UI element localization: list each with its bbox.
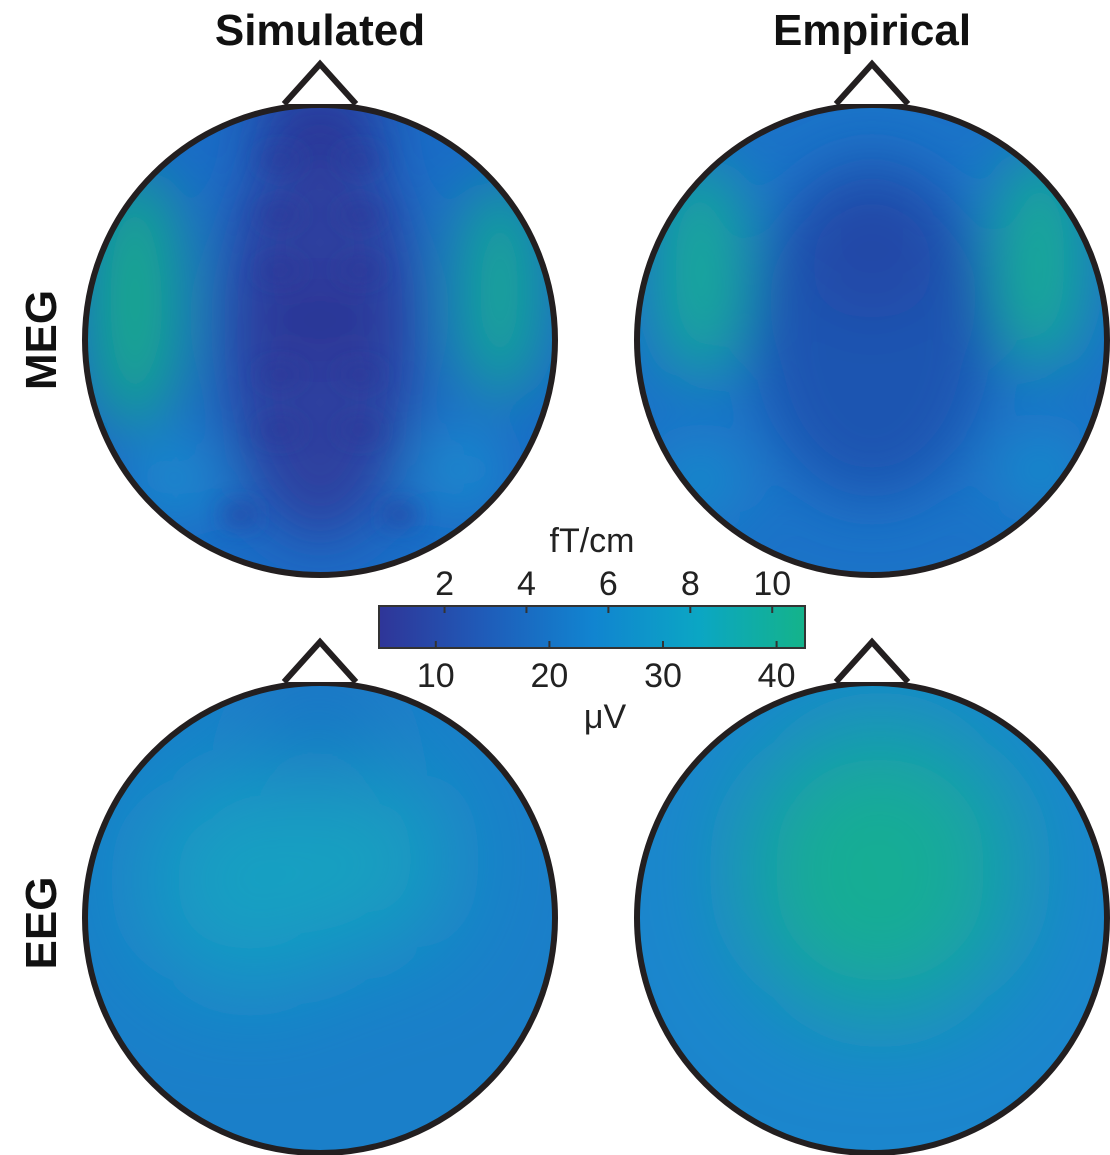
colorbar-top-tick-label: 6 (599, 565, 618, 603)
colorbar-top-tick-label: 8 (681, 565, 700, 603)
nose-marker-eeg-simulated (281, 637, 359, 685)
colorbar-bottom-tick-label: 10 (417, 657, 455, 695)
colorbar-bottom-tick-label: 20 (530, 657, 568, 695)
nose-marker-eeg-empirical (833, 637, 911, 685)
colorbar-bottom-tick-label: 40 (758, 657, 796, 695)
colorbar-top-tick-label: 4 (517, 565, 536, 603)
meg-simulated-topomap (82, 102, 558, 578)
colorbar-bottom-tick-label: 30 (644, 657, 682, 695)
eeg-simulated-topomap (82, 680, 558, 1155)
eeg-empirical-topomap (634, 680, 1110, 1155)
column-title-empirical: Empirical (772, 6, 972, 55)
colorbar-top-tick-label: 2 (435, 565, 454, 603)
colorbar-top-tick-label: 10 (753, 565, 791, 603)
colorbar-top-unit: fT/cm (550, 522, 635, 560)
nose-marker-meg-empirical (833, 59, 911, 107)
colorbar (378, 605, 806, 649)
colorbar-bottom-unit: μV (584, 698, 627, 736)
column-title-simulated: Simulated (214, 6, 426, 55)
meg-empirical-topomap (634, 102, 1110, 578)
nose-marker-meg-simulated (281, 59, 359, 107)
